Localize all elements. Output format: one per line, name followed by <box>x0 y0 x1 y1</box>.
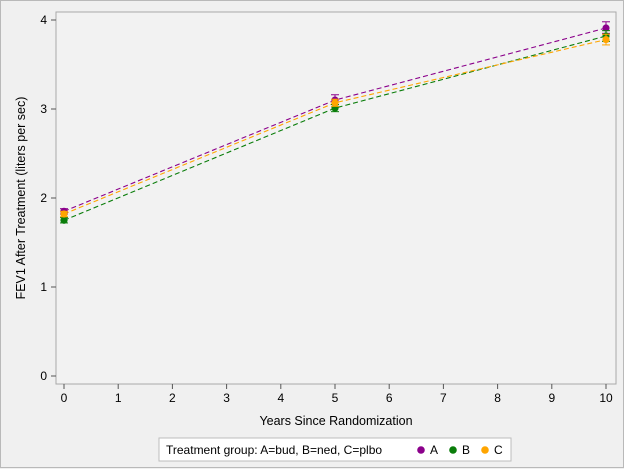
series-markers <box>60 21 610 224</box>
y-tick-label: 1 <box>40 280 47 294</box>
legend-entries: A B C <box>417 443 503 457</box>
x-tick-label: 6 <box>386 391 393 405</box>
x-tick-label: 0 <box>61 391 68 405</box>
x-tick-label: 8 <box>494 391 501 405</box>
data-point-c <box>602 35 610 44</box>
y-tick-label: 2 <box>40 191 47 205</box>
x-tick-label: 10 <box>599 391 613 405</box>
plot-area <box>55 11 617 385</box>
legend-marker-b <box>449 446 457 454</box>
x-tick-label: 2 <box>169 391 176 405</box>
legend-marker-a <box>417 446 425 454</box>
legend-label-c: C <box>494 443 503 457</box>
x-tick-label: 4 <box>277 391 284 405</box>
x-axis: 0 1 2 3 4 5 6 7 8 9 10 <box>61 384 613 405</box>
x-tick-label: 5 <box>332 391 339 405</box>
legend-title: Treatment group: A=bud, B=ned, C=plbo <box>166 443 382 457</box>
y-tick-label: 3 <box>40 102 47 116</box>
y-axis-title: FEV1 After Treatment (liters per sec) <box>14 97 28 300</box>
y-tick-label: 4 <box>40 13 47 27</box>
data-point-a <box>602 24 610 32</box>
legend: Treatment group: A=bud, B=ned, C=plbo A B… <box>158 437 512 462</box>
x-tick-label: 3 <box>223 391 230 405</box>
legend-marker-c <box>481 446 489 454</box>
x-tick-label: 7 <box>440 391 447 405</box>
x-tick-label: 9 <box>548 391 555 405</box>
data-point-c <box>331 99 339 107</box>
series-line-b <box>63 35 607 221</box>
legend-label-b: B <box>462 443 470 457</box>
y-axis: 0 1 2 3 4 <box>40 13 56 383</box>
legend-box <box>158 437 512 462</box>
x-tick-label: 1 <box>115 391 122 405</box>
x-axis-title: Years Since Randomization <box>259 414 412 428</box>
y-tick-label: 0 <box>40 369 47 383</box>
legend-label-a: A <box>430 443 438 457</box>
data-point-b <box>60 216 68 224</box>
data-point-c <box>60 210 68 218</box>
